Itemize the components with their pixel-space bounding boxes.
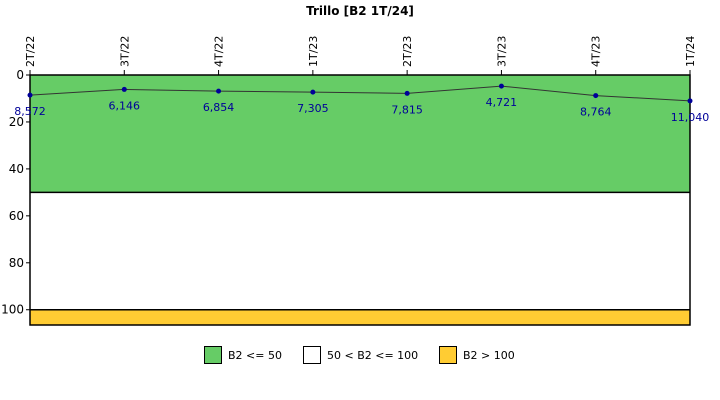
x-tick-label: 2T/22 (24, 36, 37, 67)
y-axis: 0 20 40 60 80 100 (1, 68, 30, 317)
data-point (216, 88, 222, 94)
data-label: 8,764 (580, 106, 612, 119)
data-label: 6,854 (203, 101, 235, 114)
legend-item-0: B2 <= 50 (204, 345, 282, 365)
band-0 (30, 75, 690, 193)
x-tick-label: 4T/23 (590, 36, 603, 67)
legend-label: 50 < B2 <= 100 (327, 348, 419, 362)
x-tick-label: 2T/23 (401, 36, 414, 67)
data-point (310, 89, 316, 95)
y-tick-label: 80 (9, 256, 24, 270)
x-tick-label: 1T/24 (684, 36, 697, 67)
data-point (404, 90, 410, 96)
series-line (29, 85, 691, 102)
legend-label: B2 <= 50 (228, 348, 282, 362)
x-tick-label: 1T/23 (307, 36, 320, 67)
data-point (687, 98, 693, 104)
legend-swatch (204, 346, 222, 364)
plot-frame (29, 74, 691, 326)
x-tick-label: 4T/22 (213, 36, 226, 67)
legend: B2 <= 50 50 < B2 <= 100 B2 > 100 (0, 345, 720, 367)
y-tick-label: 0 (16, 68, 24, 82)
band-1 (30, 192, 690, 310)
x-axis: 2T/22 3T/22 4T/22 1T/23 2T/23 3T/23 4T/23 1T/24 (24, 36, 697, 75)
data-label: 11,040 (671, 111, 710, 124)
data-point (121, 86, 127, 92)
data-label: 7,815 (391, 103, 423, 116)
data-point (498, 83, 504, 89)
data-label: 6,146 (109, 99, 141, 112)
data-point (27, 92, 33, 98)
legend-item-2: B2 > 100 (439, 345, 515, 365)
y-tick-label: 60 (9, 209, 24, 223)
legend-label: B2 > 100 (463, 348, 515, 362)
data-label: 8,572 (14, 105, 46, 118)
data-label: 4,721 (486, 96, 518, 109)
legend-swatch (439, 346, 457, 364)
data-label-group: 8,572 6,146 6,854 7,305 7,815 4,721 8,764 11,04… (14, 96, 709, 124)
y-tick-label: 40 (9, 162, 24, 176)
legend-item-1: 50 < B2 <= 100 (303, 345, 418, 365)
y-tick-label: 20 (9, 115, 24, 129)
data-label: 7,305 (297, 102, 329, 115)
chart-plot: 0 20 40 60 80 100 2T/22 3T/22 4T/22 1T/23 2T/23 3T… (1, 36, 709, 326)
data-point (593, 93, 599, 99)
band-2 (30, 309, 690, 325)
series-line-group (27, 83, 693, 104)
legend-swatch (303, 346, 321, 364)
x-tick-label: 3T/23 (495, 36, 508, 67)
y-tick-label: 100 (1, 303, 24, 317)
x-tick-label: 3T/22 (118, 36, 131, 67)
chart-title: Trillo [B2 1T/24] (306, 4, 414, 18)
band-layer (30, 75, 690, 325)
